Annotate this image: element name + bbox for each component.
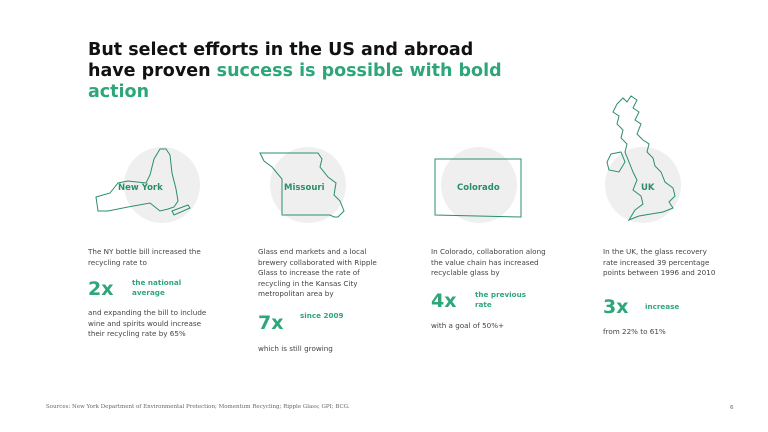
missouri-multiplier-label: since 2009: [300, 311, 344, 320]
title-accent: success is possible with bold action: [88, 61, 502, 102]
new-york-multiplier: 2x: [88, 278, 114, 300]
missouri-outro: which is still growing: [258, 344, 333, 353]
page-title: But select efforts in the US and abroad …: [88, 40, 508, 103]
missouri-label: Missouri: [284, 183, 325, 193]
map-circle: [270, 147, 346, 223]
new-york-label: New York: [118, 183, 163, 193]
title-main: But select efforts in the US and abroad …: [88, 40, 474, 81]
page-number: 6: [730, 405, 734, 411]
sources-footnote: Sources: New York Department of Environm…: [46, 404, 350, 410]
new-york-multiplier-label: the national average: [132, 278, 182, 297]
case-new-york: New York The NY bottle bill increased th…: [88, 145, 238, 338]
colorado-multiplier: 4x: [431, 290, 457, 312]
new-york-outro: and expanding the bill to include wine a…: [88, 308, 207, 339]
colorado-intro: In Colorado, collaboration along the val…: [431, 247, 546, 278]
new-york-map: New York: [88, 145, 238, 235]
missouri-multiplier: 7x: [258, 312, 284, 334]
missouri-map: Missouri: [258, 145, 408, 235]
new-york-intro: The NY bottle bill increased the recycli…: [88, 247, 201, 267]
missouri-intro: Glass end markets and a local brewery co…: [258, 247, 377, 299]
uk-shape-icon: [606, 95, 676, 222]
colorado-map: Colorado: [431, 145, 581, 235]
uk-map: UK: [603, 92, 753, 235]
colorado-outro: with a goal of 50%+: [431, 321, 505, 330]
case-colorado: Colorado In Colorado, collaboration alon…: [431, 145, 581, 330]
missouri-shape-icon: [259, 152, 345, 218]
case-uk: UK In the UK, the glass recovery rate in…: [603, 92, 753, 336]
uk-multiplier-label: increase: [645, 302, 680, 311]
colorado-label: Colorado: [457, 183, 500, 193]
colorado-multiplier-label: the previous rate: [475, 290, 526, 309]
colorado-shape-icon: [434, 158, 522, 218]
map-circle: [441, 147, 517, 223]
uk-multiplier: 3x: [603, 296, 629, 318]
new-york-shape-icon: [95, 148, 191, 216]
uk-outro: from 22% to 61%: [603, 327, 666, 336]
uk-label: UK: [641, 183, 655, 193]
uk-intro: In the UK, the glass recovery rate incre…: [603, 247, 716, 278]
case-missouri: Missouri Glass end markets and a local b…: [258, 145, 408, 353]
